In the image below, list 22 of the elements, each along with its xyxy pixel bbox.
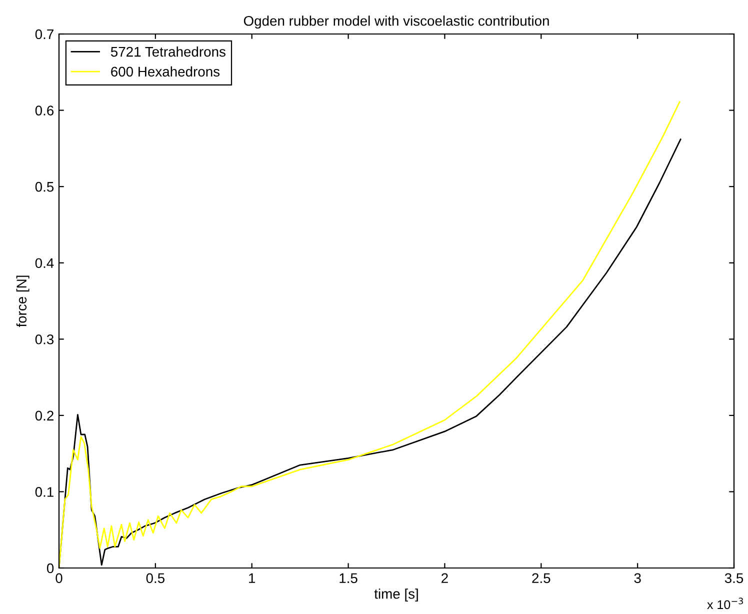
legend-label: 5721 Tetrahedrons bbox=[110, 46, 226, 57]
x-tick-label: 1 bbox=[249, 573, 256, 583]
x-tick-label: 3.5 bbox=[724, 573, 744, 584]
y-tick-label: 0.2 bbox=[35, 410, 54, 421]
y-tick-label: 0 bbox=[46, 563, 54, 574]
x-tick-label: 3 bbox=[634, 573, 641, 584]
x-tick-label: 0 bbox=[56, 573, 62, 584]
y-tick-label: 0.4 bbox=[35, 258, 54, 268]
y-tick-label: 0.6 bbox=[35, 106, 54, 116]
x-tick-label: 2 bbox=[442, 573, 448, 583]
x-tick-label: 1.5 bbox=[340, 573, 358, 584]
x-tick-label: 0.5 bbox=[146, 573, 164, 584]
legend-label: 600 Hexahedrons bbox=[111, 66, 220, 77]
y-tick-label: 0.7 bbox=[35, 29, 54, 40]
x-tick-label: 2.5 bbox=[532, 573, 550, 584]
chart-title: Ogden rubber model with viscoelastic contribution bbox=[244, 16, 549, 29]
y-axis-title: force [N] bbox=[16, 276, 30, 328]
y-tick-label: 0.1 bbox=[35, 487, 54, 497]
text: x 10$^{−3}$ bbox=[707, 598, 743, 610]
x-axis-title: time [s] bbox=[374, 588, 418, 602]
y-tick-label: 0.5 bbox=[35, 182, 54, 192]
y-tick-label: 0.3 bbox=[35, 334, 54, 344]
